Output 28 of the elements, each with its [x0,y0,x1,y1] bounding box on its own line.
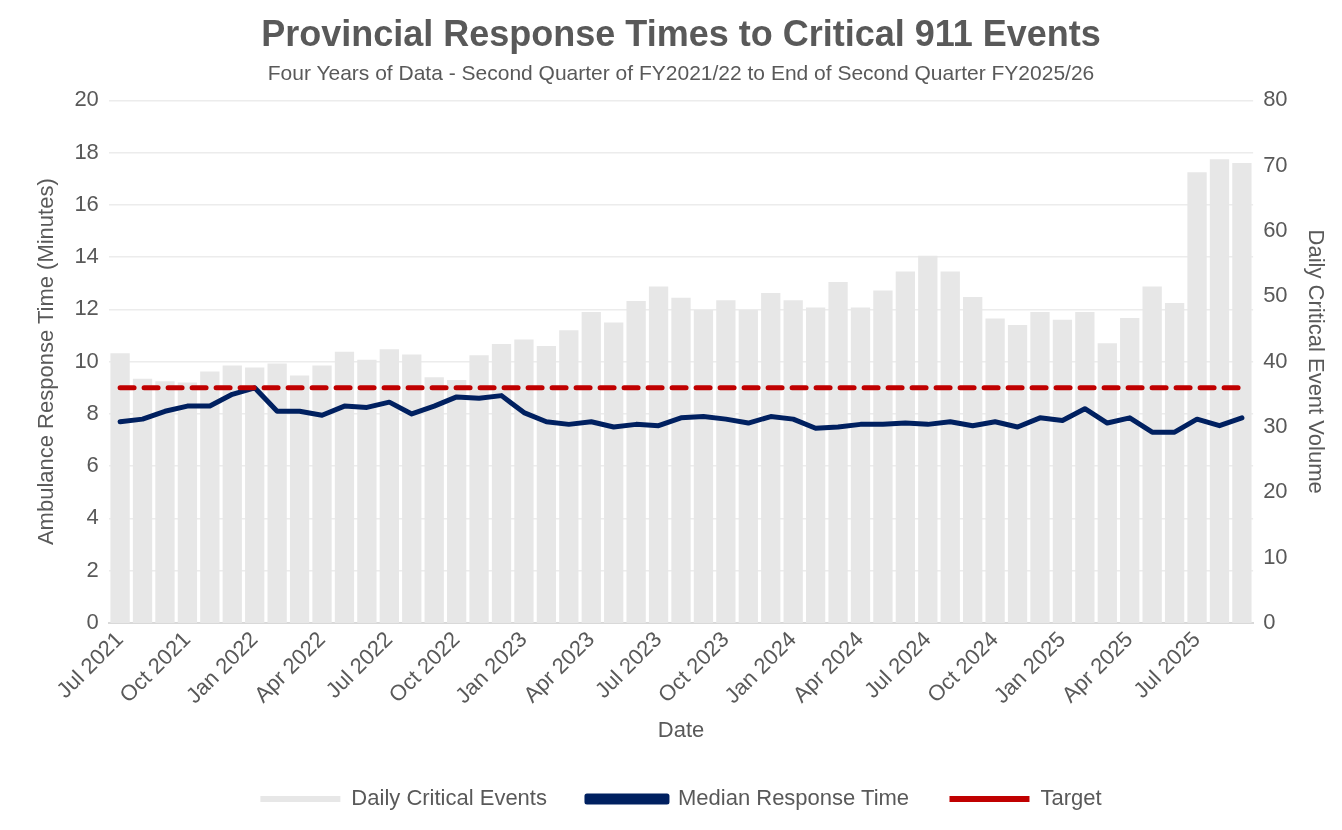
legend-label: Daily Critical Events [351,785,547,811]
y2-tick-label: 40 [1263,347,1288,373]
y-tick-label: 10 [74,347,99,373]
y-tick-label: 4 [86,504,99,530]
y-tick-label: 0 [86,608,99,634]
y-tick-label: 14 [74,243,99,269]
y2-tick-label: 10 [1263,543,1288,569]
legend-label: Median Response Time [677,785,910,811]
y2-tick-label: 50 [1263,282,1288,308]
y-tick-label: 20 [74,86,99,112]
y2-tick-label: 0 [1263,608,1276,634]
chart-subtitle: Four Years of Data - Second Quarter of FY2021/22 to End of Second Quarter FY2025/26 [267,60,1095,84]
x-axis-title: Date [657,716,705,742]
y-tick-label: 16 [74,190,99,216]
y2-tick-label: 20 [1263,478,1288,504]
y2-tick-label: 30 [1263,413,1288,439]
y-tick-label: 18 [74,138,99,164]
y-tick-label: 6 [86,452,99,478]
legend-label: Target [1040,785,1102,811]
y-tick-label: 2 [86,556,99,582]
y2-tick-label: 80 [1263,86,1288,112]
y-axis-title: Ambulance Response Time (Minutes) [33,178,59,546]
y-tick-label: 12 [74,295,99,321]
chart-title: Provincial Response Times to Critical 911 Events [261,12,1101,54]
y2-tick-label: 70 [1263,151,1288,177]
y-tick-label: 8 [86,399,99,425]
y2-axis-title: Daily Critical Event Volume [1303,229,1329,494]
y2-tick-label: 60 [1263,217,1288,243]
